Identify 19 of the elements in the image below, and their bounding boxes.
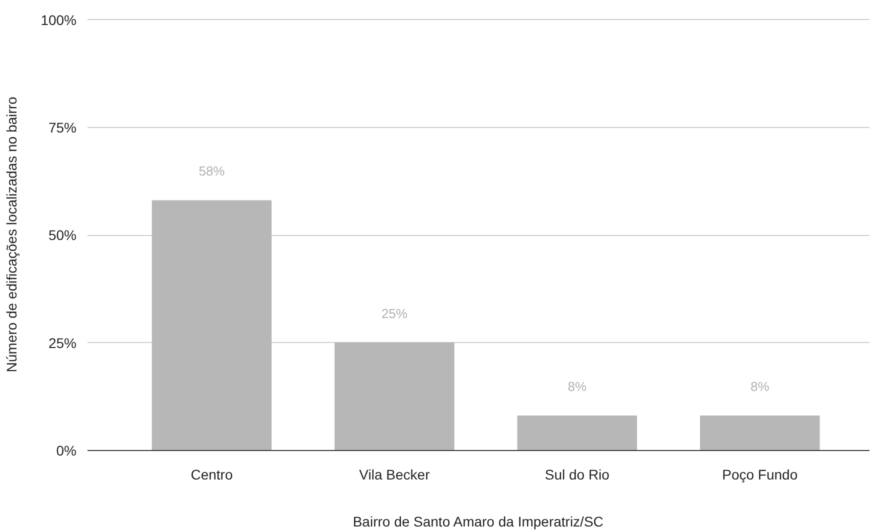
x-axis-title: Bairro de Santo Amaro da Imperatriz/SC — [352, 514, 604, 530]
y-tick-label: 25% — [48, 334, 77, 351]
x-tick-label: Poço Fundo — [722, 466, 798, 482]
y-tick-label: 0% — [56, 442, 76, 458]
bar — [700, 416, 820, 450]
x-tick-label: Sul do Rio — [544, 466, 610, 482]
data-label: 58% — [198, 164, 226, 179]
x-tick-label: Vila Becker — [359, 466, 430, 482]
y-axis-title: Número de edificações localizadas no bairro — [4, 96, 20, 372]
y-tick-label: 50% — [48, 227, 77, 244]
bar — [334, 342, 454, 450]
data-label: 8% — [750, 379, 770, 394]
bar — [152, 200, 272, 450]
data-label: 25% — [381, 306, 408, 321]
data-label: 8% — [568, 379, 587, 394]
y-tick-label: 75% — [48, 119, 77, 136]
y-tick-label: 100% — [40, 12, 77, 28]
bar — [517, 416, 638, 450]
x-tick-label: Centro — [190, 466, 233, 482]
